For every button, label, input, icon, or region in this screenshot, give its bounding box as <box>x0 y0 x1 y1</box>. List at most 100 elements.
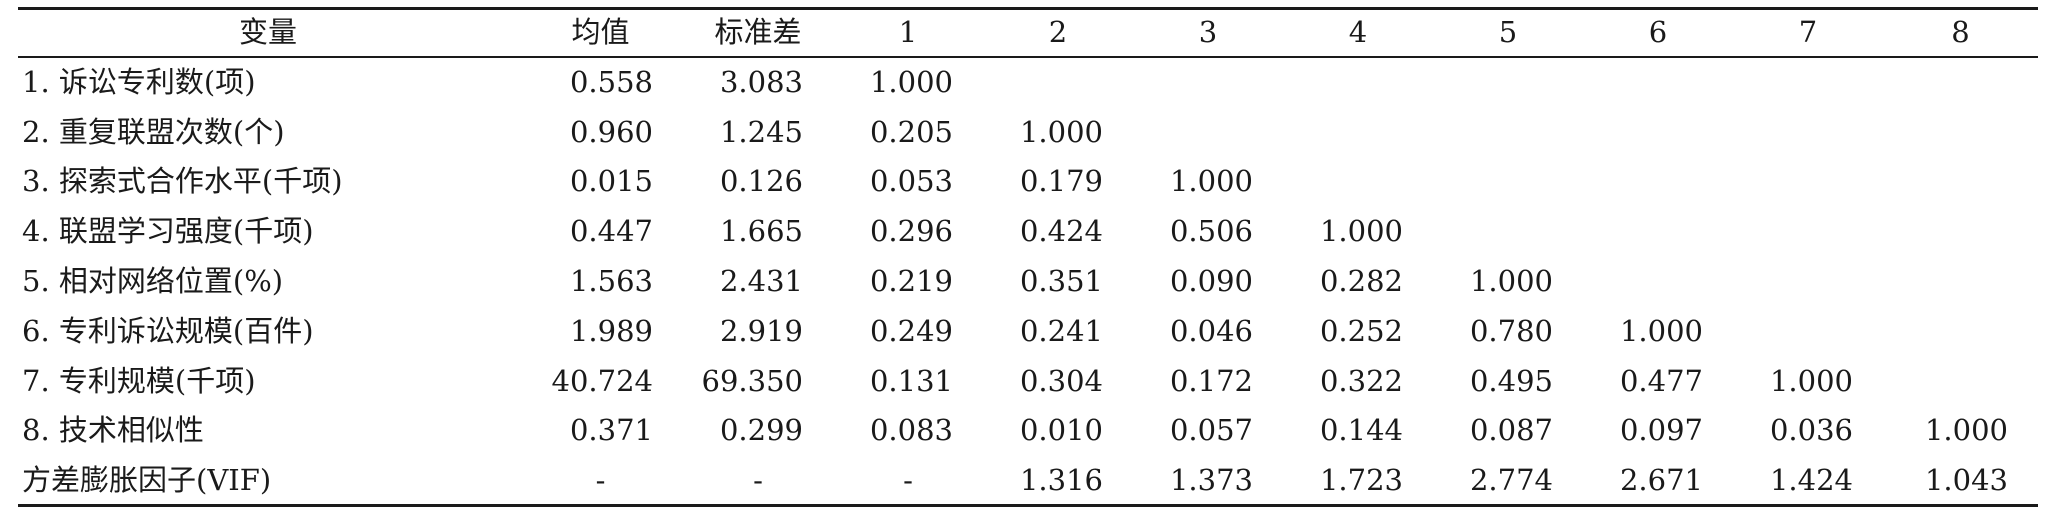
table-cell <box>1733 257 1883 307</box>
correlation-table: 变量 均值 标准差 1 2 3 4 5 6 7 8 1. 诉讼专利数(项) 0.5… <box>18 8 2038 506</box>
table-cell: 0.299 <box>719 413 803 448</box>
table-cell: 1.563 <box>569 263 653 298</box>
table-cell <box>1733 207 1883 257</box>
table-cell <box>1733 58 1883 108</box>
table-cell: 0.053 <box>869 164 953 199</box>
row-label: 4. 联盟学习强度(千项) <box>22 214 314 249</box>
table-cell: 0.036 <box>1769 413 1853 448</box>
table-cell <box>1283 157 1433 207</box>
table-cell: 0.322 <box>1319 363 1403 398</box>
table-cell: 0.252 <box>1319 313 1403 348</box>
table-cell <box>1433 157 1583 207</box>
table-cell: 0.083 <box>869 413 953 448</box>
row-label: 2. 重复联盟次数(个) <box>22 114 285 149</box>
header-rule <box>18 56 2038 58</box>
table-cell: 3.083 <box>719 64 803 99</box>
table-cell: 0.960 <box>569 114 653 149</box>
table-cell: 2.774 <box>1469 463 1553 498</box>
table-cell: 0.046 <box>1169 313 1253 348</box>
table-cell: 0.296 <box>869 214 953 249</box>
table-cell: 0.495 <box>1469 363 1553 398</box>
table-cell: 0.205 <box>869 114 953 149</box>
table-cell: 0.424 <box>1019 214 1103 249</box>
table-cell: 0.506 <box>1169 214 1253 249</box>
table-cell <box>1883 157 2038 207</box>
header-mean: 均值 <box>571 15 630 49</box>
table-cell: 1.665 <box>719 214 803 249</box>
header-row: 变量 均值 标准差 1 2 3 4 5 6 7 8 <box>18 8 2038 58</box>
table-cell <box>1583 58 1733 108</box>
table-cell: 1.000 <box>1469 263 1553 298</box>
table-cell <box>1883 357 2038 407</box>
table-cell <box>983 58 1133 108</box>
table-row: 3. 探索式合作水平(千项) 0.015 0.126 0.053 0.179 1.000 <box>18 157 2038 207</box>
table-cell: 0.126 <box>719 164 803 199</box>
table-cell <box>1283 58 1433 108</box>
table-cell <box>1133 58 1283 108</box>
table-cell: - <box>903 463 913 498</box>
table-header: 变量 均值 标准差 1 2 3 4 5 6 7 8 <box>18 8 2038 58</box>
table-cell <box>1883 257 2038 307</box>
table-cell <box>1733 157 1883 207</box>
table-body: 1. 诉讼专利数(项) 0.558 3.083 1.000 2. 重复联盟次数(个) 0.… <box>18 58 2038 506</box>
table-cell: 0.131 <box>869 363 953 398</box>
table-cell: 2.671 <box>1619 463 1703 498</box>
table-cell <box>1883 307 2038 357</box>
table-cell: 0.304 <box>1019 363 1103 398</box>
table-cell: 1.043 <box>1924 463 2008 498</box>
bottom-rule <box>18 504 2038 507</box>
table-cell: 2.431 <box>719 263 803 298</box>
row-label: 方差膨胀因子(VIF) <box>22 463 272 498</box>
header-std: 标准差 <box>714 15 802 49</box>
table-cell: 0.179 <box>1019 164 1103 199</box>
table-cell: 1.000 <box>1019 114 1103 149</box>
table-cell: 0.371 <box>569 413 653 448</box>
table-cell: - <box>595 463 606 498</box>
table-cell <box>1583 157 1733 207</box>
table-cell: 40.724 <box>551 363 653 398</box>
table-cell: 1.000 <box>1319 214 1403 249</box>
table-cell: 2.919 <box>719 313 803 348</box>
table-cell: 0.144 <box>1319 413 1403 448</box>
header-col-4: 4 <box>1348 15 1368 49</box>
table-cell: 1.000 <box>1619 313 1703 348</box>
header-col-1: 1 <box>898 15 918 49</box>
table-cell <box>1883 207 2038 257</box>
row-label: 6. 专利诉讼规模(百件) <box>22 313 314 348</box>
table-cell <box>1283 108 1433 158</box>
table-cell <box>1883 108 2038 158</box>
table-cell: 0.282 <box>1319 263 1403 298</box>
table-cell <box>1883 58 2038 108</box>
table-cell: 0.447 <box>569 214 653 249</box>
table-cell: 0.558 <box>569 64 653 99</box>
table-cell: 0.090 <box>1169 263 1253 298</box>
table-row: 8. 技术相似性 0.371 0.299 0.083 0.010 0.057 0.144 0.… <box>18 406 2038 456</box>
table-cell: 1.723 <box>1319 463 1403 498</box>
table-cell: 0.219 <box>869 263 953 298</box>
table-cell <box>1583 207 1733 257</box>
table-cell: 1.424 <box>1769 463 1853 498</box>
row-label: 1. 诉讼专利数(项) <box>22 64 256 99</box>
table-cell <box>1433 108 1583 158</box>
header-col-7: 7 <box>1798 15 1818 49</box>
header-col-8: 8 <box>1951 15 1970 49</box>
table-cell: 0.172 <box>1169 363 1253 398</box>
table-cell <box>1733 307 1883 357</box>
header-col-5: 5 <box>1498 15 1518 49</box>
table-row: 方差膨胀因子(VIF) - - - 1.316 1.373 1.723 2.774 2.671 1… <box>18 456 2038 506</box>
row-label: 7. 专利规模(千项) <box>22 363 256 398</box>
table-row: 4. 联盟学习强度(千项) 0.447 1.665 0.296 0.424 0.506 1.… <box>18 207 2038 257</box>
table-cell <box>1583 108 1733 158</box>
table-cell: 1.245 <box>719 114 803 149</box>
top-rule <box>18 7 2038 10</box>
table-cell: - <box>753 463 763 498</box>
row-label: 3. 探索式合作水平(千项) <box>22 164 343 199</box>
table-row: 6. 专利诉讼规模(百件) 1.989 2.919 0.249 0.241 0.046 0.… <box>18 307 2038 357</box>
table-cell <box>1433 58 1583 108</box>
table-cell: 0.249 <box>869 313 953 348</box>
table-cell <box>1433 207 1583 257</box>
row-label: 5. 相对网络位置(%) <box>22 263 284 298</box>
table-cell: 0.097 <box>1619 413 1703 448</box>
table-cell: 1.000 <box>869 64 953 99</box>
table-cell: 0.057 <box>1169 413 1253 448</box>
